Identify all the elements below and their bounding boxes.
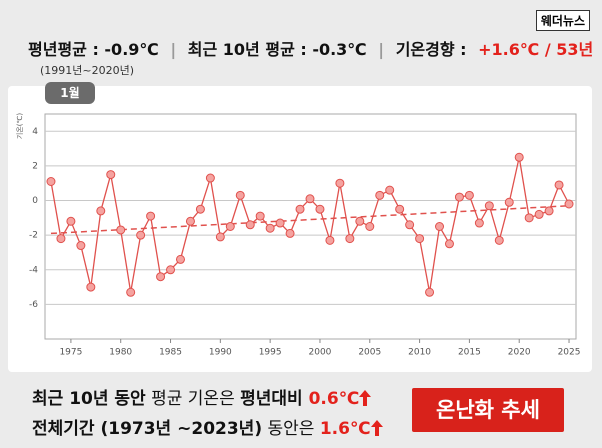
data-point [544, 206, 554, 216]
x-tick-label: 2010 [408, 348, 431, 358]
x-tick-label: 1995 [259, 348, 282, 358]
data-point [146, 211, 156, 221]
up-arrow [370, 420, 383, 436]
y-tick-label: 4 [32, 127, 38, 137]
data-point [175, 254, 185, 264]
data-point [275, 218, 285, 228]
data-point [56, 234, 66, 244]
data-point [435, 222, 445, 231]
footer-value: 0.6℃ [302, 389, 360, 409]
data-point [46, 177, 56, 186]
data-point [345, 234, 355, 244]
trend-line [50, 204, 570, 235]
data-point [385, 185, 395, 195]
data-point [76, 241, 86, 251]
y-tick-label: -2 [29, 231, 38, 241]
data-point [255, 211, 265, 221]
data-point [245, 220, 255, 230]
y-axis-label: 기온(℃) [15, 113, 24, 139]
data-point [444, 239, 454, 249]
data-point [195, 204, 205, 214]
data-point [534, 209, 544, 219]
chart-panel [8, 86, 592, 372]
y-tick-label: 2 [32, 161, 38, 171]
data-point [315, 204, 325, 214]
up-arrow [359, 390, 372, 406]
footer-text: 평균 기온은 [145, 389, 241, 409]
data-point [86, 282, 96, 292]
data-point [185, 216, 195, 226]
data-point [564, 199, 574, 209]
footer-value: 1.6℃ [319, 419, 371, 439]
separator: | [378, 40, 385, 59]
data-point [514, 152, 524, 162]
data-point [215, 232, 225, 242]
data-point [96, 206, 106, 216]
month-tab: 1월 [45, 82, 95, 104]
data-point [265, 223, 275, 233]
data-point [415, 234, 425, 244]
x-tick-label: 1985 [159, 348, 182, 358]
data-point [126, 287, 136, 297]
data-point [524, 213, 534, 223]
x-tick-label: 2005 [358, 348, 381, 358]
data-point [355, 216, 365, 226]
data-point [335, 178, 345, 188]
logo: 웨더뉴스 [535, 10, 590, 31]
data-point [205, 173, 215, 183]
data-point [235, 190, 245, 200]
normal-avg: 평년평균 : -0.9℃ [28, 40, 159, 59]
separator: | [170, 40, 177, 59]
data-point [295, 204, 305, 214]
data-point [365, 222, 375, 231]
trend-value: +1.6℃ / 53년 [478, 40, 594, 59]
x-tick-label: 2020 [508, 348, 531, 358]
footer-line: 전체기간 (1973년 ~2023년) 동안은 1.6℃ [32, 414, 383, 439]
y-tick-label: 0 [32, 196, 38, 206]
badge: 온난화 추세 [412, 388, 564, 432]
footer-text: 최근 10년 동안 [32, 389, 146, 409]
x-tick-label: 2015 [458, 348, 481, 358]
data-point [66, 216, 76, 226]
data-point [225, 222, 235, 231]
data-point [425, 287, 435, 297]
data-point [494, 235, 504, 245]
footer-text: 동안은 [262, 419, 320, 439]
data-point [454, 192, 464, 202]
x-tick-label: 1990 [209, 348, 232, 358]
data-point [464, 190, 474, 200]
trend-label: 기온경향 : [395, 40, 467, 59]
data-point [504, 197, 514, 207]
plot-frame [44, 113, 577, 340]
data-point [325, 235, 335, 245]
data-point [136, 230, 146, 240]
data-point [554, 180, 564, 190]
period: (1991년~2020년) [40, 64, 135, 77]
x-tick-label: 2000 [309, 348, 332, 358]
data-point [116, 225, 126, 235]
x-tick-label: 1980 [109, 348, 132, 358]
data-point [285, 228, 295, 238]
y-tick-label: -6 [29, 300, 38, 310]
data-point [156, 272, 166, 282]
data-point [405, 220, 415, 230]
x-tick-label: 1975 [59, 348, 82, 358]
data-line [50, 157, 570, 293]
footer-text: 평년대비 [240, 389, 303, 409]
x-tick-label: 2025 [558, 348, 581, 358]
data-point [305, 194, 315, 204]
data-point [375, 190, 385, 200]
recent-avg: 최근 10년 평균 : -0.3℃ [187, 40, 367, 59]
data-point [484, 201, 494, 211]
header: 평년평균 : -0.9℃ | 최근 10년 평균 : -0.3℃ | 기온경향 … [28, 36, 593, 60]
data-point [166, 265, 176, 275]
y-tick-label: -4 [29, 265, 38, 275]
footer-text: 전체기간 (1973년 ~2023년) [32, 419, 263, 439]
data-point [106, 170, 116, 180]
footer-line: 최근 10년 동안 평균 기온은 평년대비 0.6℃ [32, 384, 372, 409]
data-point [395, 204, 405, 214]
data-point [474, 218, 484, 228]
